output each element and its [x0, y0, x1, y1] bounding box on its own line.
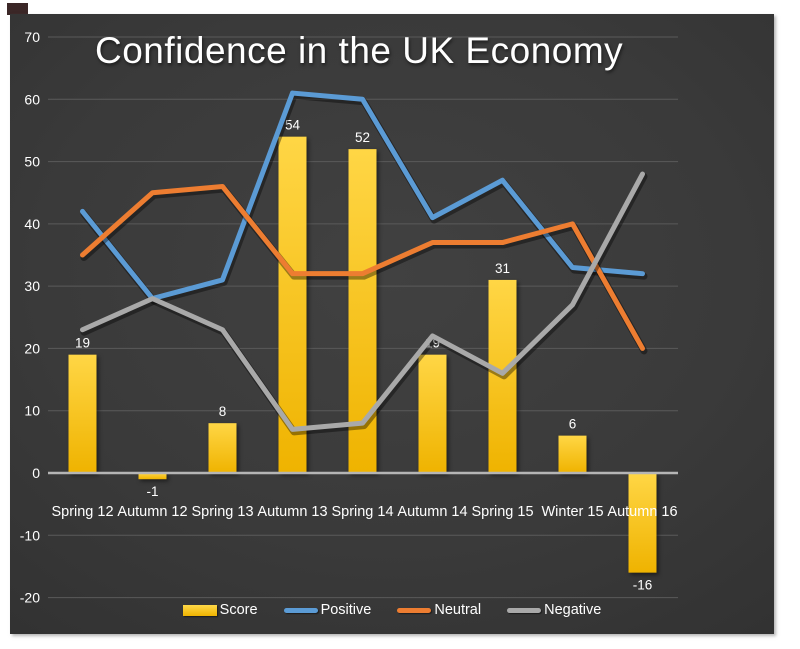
negative-line — [80, 171, 645, 432]
x-axis-category-label: Autumn 14 — [397, 504, 467, 520]
series-lines — [80, 90, 648, 436]
y-axis-tick-label: 70 — [24, 29, 40, 45]
x-axis-category-label: Winter 15 — [541, 504, 603, 520]
legend-label-negative: Negative — [544, 602, 602, 618]
bar-data-label: -16 — [633, 578, 653, 593]
y-axis-tick-label: 50 — [24, 154, 40, 170]
score-bar — [278, 136, 307, 473]
score-bar — [208, 423, 237, 473]
bar-data-label: 8 — [219, 404, 227, 419]
score-swatch-icon — [182, 604, 217, 616]
y-axis-tick-label: 10 — [24, 403, 40, 419]
score-bar — [418, 354, 447, 473]
neutral-line — [80, 183, 645, 351]
y-axis-tick-label: 60 — [24, 91, 40, 107]
legend-label-score: Score — [219, 602, 258, 618]
x-axis-category-label: Spring 12 — [51, 504, 113, 520]
score-bar — [558, 435, 587, 473]
y-axis-labels: 70 60 50 40 30 20 10 0 -10 -20 — [20, 29, 40, 606]
legend-item-positive: Positive — [283, 602, 372, 618]
legend-item-score: Score — [182, 602, 258, 618]
score-bar — [138, 473, 167, 480]
positive-swatch-icon — [283, 607, 318, 613]
x-axis-category-label: Spring 13 — [191, 504, 253, 520]
neutral-swatch-icon — [397, 607, 432, 613]
positive-line — [80, 90, 645, 302]
chart-title: Confidence in the UK Economy — [95, 30, 624, 71]
legend: Score Positive Neutral Negative — [10, 602, 774, 618]
legend-item-neutral: Neutral — [397, 602, 481, 618]
y-axis-tick-label: 40 — [24, 216, 40, 232]
x-axis-category-label: Autumn 13 — [257, 504, 327, 520]
score-bars — [68, 136, 657, 573]
chart-plot-area: 70 60 50 40 30 20 10 0 -10 -20 Spring 12 Autumn 12… — [20, 29, 678, 606]
y-axis-tick-label: 0 — [32, 465, 40, 481]
x-axis-category-label: Spring 15 — [471, 504, 533, 520]
bar-data-label: -1 — [146, 484, 158, 499]
x-axis-labels: Spring 12 Autumn 12 Spring 13 Autumn 13 Spri… — [51, 504, 677, 520]
x-axis-category-label: Autumn 16 — [607, 504, 677, 520]
bar-data-label: 31 — [495, 261, 510, 276]
chart-panel: 70 60 50 40 30 20 10 0 -10 -20 Spring 12 Autumn 12… — [10, 14, 774, 634]
window-corner-marker — [7, 3, 28, 15]
score-bar — [348, 149, 377, 473]
x-axis-category-label: Spring 14 — [331, 504, 393, 520]
bar-data-label: 6 — [569, 417, 577, 432]
bar-data-label: 52 — [355, 130, 370, 145]
x-axis-category-label: Autumn 12 — [117, 504, 187, 520]
legend-label-positive: Positive — [320, 602, 372, 618]
score-bar — [628, 473, 657, 573]
legend-item-negative: Negative — [507, 602, 601, 618]
bar-data-label: 54 — [285, 118, 301, 133]
score-bar — [68, 354, 97, 473]
neutral-line-shadow — [80, 185, 648, 355]
y-axis-tick-label: -20 — [20, 590, 40, 606]
score-bar — [488, 279, 517, 473]
bar-data-label: 19 — [75, 336, 90, 351]
y-axis-tick-label: 30 — [24, 278, 40, 294]
legend-label-neutral: Neutral — [434, 602, 482, 618]
y-axis-tick-label: 20 — [24, 340, 40, 356]
negative-swatch-icon — [507, 607, 542, 613]
y-axis-tick-label: -10 — [20, 527, 40, 543]
